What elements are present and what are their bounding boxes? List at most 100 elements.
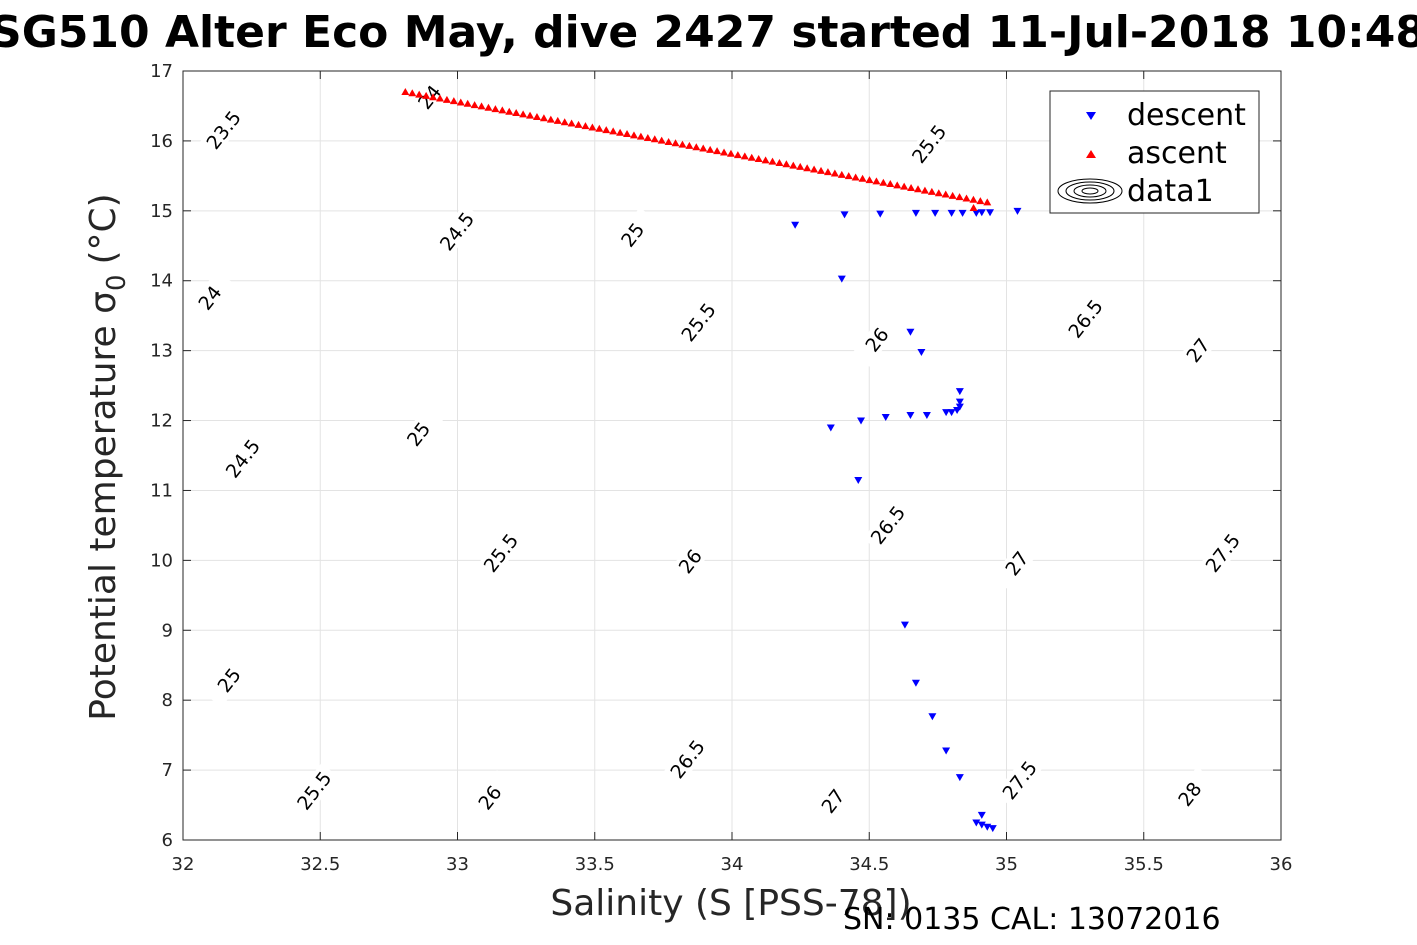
ascent-marker: [415, 90, 424, 98]
legend-contour-icon: [1057, 178, 1123, 204]
ascent-marker: [616, 128, 625, 136]
ascent-series: [401, 87, 992, 212]
descent-marker: [977, 811, 986, 819]
ascent-marker: [962, 194, 971, 202]
ascent-marker: [671, 139, 680, 147]
ascent-marker: [526, 111, 535, 119]
descent-marker: [977, 209, 986, 217]
contour-label-bg: [863, 497, 913, 553]
ascent-marker: [532, 112, 541, 120]
ascent-marker: [581, 122, 590, 130]
x-tick-label: 36: [1270, 854, 1293, 875]
ascent-marker: [650, 135, 659, 143]
ascent-marker: [609, 127, 618, 135]
descent-marker: [972, 209, 981, 217]
ascent-marker: [726, 149, 735, 157]
contour-label-bg: [1173, 322, 1223, 378]
legend-box: [1049, 90, 1260, 214]
ascent-marker: [886, 180, 895, 188]
contour-label-bg: [852, 312, 902, 367]
descent-marker: [857, 417, 866, 425]
ascent-marker: [914, 185, 923, 193]
ascent-marker: [720, 148, 729, 156]
contour-label-bg: [393, 406, 443, 462]
legend-descent-label: descent: [1127, 98, 1246, 133]
ascent-marker: [553, 116, 562, 124]
ascent-marker: [629, 131, 638, 139]
ascent-marker: [810, 165, 819, 173]
y-tick-label: 16: [150, 131, 173, 152]
y-tick-label: 11: [150, 480, 173, 501]
legend-ascent-marker: [1086, 150, 1096, 158]
ascent-marker: [754, 155, 763, 163]
descent-marker: [791, 221, 800, 229]
x-tick-label: 35: [995, 854, 1018, 875]
y-tick-label: 9: [162, 620, 173, 641]
ascent-marker: [976, 197, 985, 205]
descent-marker: [837, 275, 846, 283]
descent-marker: [900, 621, 909, 629]
contour-label-bg: [673, 294, 723, 350]
descent-marker: [955, 388, 964, 396]
grid-lines: [182, 70, 1282, 841]
ascent-marker: [879, 178, 888, 186]
contour-label-bg: [404, 69, 454, 125]
ascent-marker: [893, 181, 902, 189]
y-tick-label: 13: [150, 341, 173, 362]
ascent-marker: [823, 168, 832, 176]
ascent-marker: [803, 164, 812, 172]
descent-marker: [906, 328, 915, 336]
descent-marker: [928, 713, 937, 721]
y-axis-label-unit: (°C): [83, 193, 124, 264]
contour-label-bg: [808, 773, 858, 829]
x-tick-label: 32: [172, 854, 195, 875]
ascent-marker: [678, 140, 687, 148]
ascent-marker: [733, 151, 742, 159]
y-tick-label: 17: [150, 61, 173, 82]
y-axis-ticks: 6 7 8 9 10 11 12 13 14 15 16 17: [150, 61, 1281, 851]
ascent-marker: [435, 94, 444, 102]
ascent-marker: [851, 173, 860, 181]
contour-label-bg: [432, 203, 482, 259]
contour-label-bg: [992, 535, 1042, 591]
contour-label-bg: [289, 763, 339, 818]
contour-label-bg: [464, 770, 515, 825]
ascent-marker: [422, 91, 431, 99]
descent-marker: [881, 414, 890, 422]
y-axis-label-subscript: 0: [102, 274, 132, 291]
ascent-marker: [775, 158, 784, 166]
contour-label-bg: [198, 102, 249, 158]
descent-marker: [958, 209, 967, 217]
ascent-marker: [623, 130, 632, 138]
ascent-marker: [969, 204, 978, 212]
descent-marker: [986, 209, 995, 217]
ascent-marker: [706, 145, 715, 153]
y-axis-label-main: Potential temperature σ: [83, 291, 124, 721]
ascent-marker: [837, 170, 846, 178]
ascent-marker: [602, 126, 611, 134]
ascent-marker: [498, 106, 507, 114]
ascent-marker: [692, 143, 701, 151]
y-axis-label: Potential temperature σ0 (°C): [83, 193, 132, 720]
ascent-marker: [408, 89, 417, 97]
serial-calibration-text: SN: 0135 CAL: 13072016: [843, 902, 1221, 937]
ascent-marker: [969, 195, 978, 203]
descent-marker: [955, 398, 964, 406]
descent-marker: [826, 424, 835, 432]
x-tick-label: 35.5: [1124, 854, 1164, 875]
ascent-marker: [636, 132, 645, 140]
ascent-marker: [463, 99, 472, 107]
ascent-marker: [470, 101, 479, 109]
y-tick-label: 8: [162, 690, 173, 711]
legend-descent-marker: [1086, 112, 1096, 120]
ascent-marker: [657, 136, 666, 144]
y-tick-label: 6: [162, 830, 173, 851]
descent-marker: [931, 209, 940, 217]
ascent-marker: [782, 160, 791, 168]
ascent-marker: [491, 105, 500, 113]
ascent-marker: [768, 157, 777, 165]
descent-marker: [942, 409, 951, 417]
ascent-marker: [740, 152, 749, 160]
ascent-marker: [941, 190, 950, 198]
